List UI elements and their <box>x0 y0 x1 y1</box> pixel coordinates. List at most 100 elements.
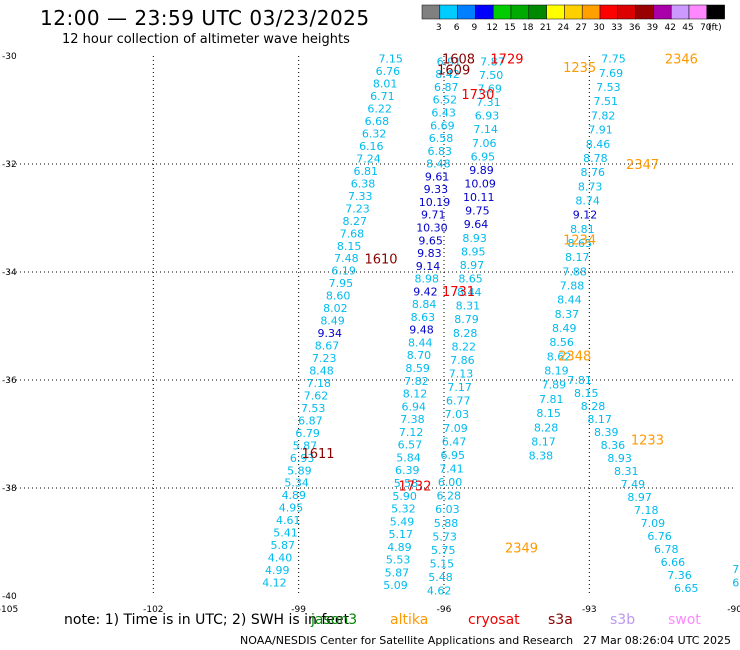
wave-height-value: 6.47 <box>442 435 467 448</box>
legend-swatch <box>492 4 512 20</box>
wave-height-value: 9.71 <box>421 209 446 222</box>
wave-height-value: 6.94 <box>401 400 426 413</box>
page-title: 12:00 — 23:59 UTC 03/23/2025 <box>40 6 370 30</box>
timestamp-text: 27 Mar 08:26:04 UTC 2025 <box>583 634 731 647</box>
wave-height-value: 5.84 <box>396 451 421 464</box>
wave-height-value: 8.59 <box>405 362 430 375</box>
wave-height-value: 7.36 <box>667 569 692 582</box>
wave-height-value: 9.48 <box>409 324 434 337</box>
pass-time-label: 1609 <box>437 64 470 79</box>
wave-height-value: 7.82 <box>404 375 429 388</box>
wave-height-value: 8.15 <box>337 240 362 253</box>
wave-height-value: 6.78 <box>654 543 679 556</box>
wave-height-value: 7.4 <box>732 563 740 576</box>
legend-label: 6 <box>454 23 460 33</box>
wave-height-value: 8.63 <box>411 311 436 324</box>
wave-height-value: 8.84 <box>412 298 437 311</box>
wave-height-value: 9.61 <box>425 170 450 183</box>
wave-height-value: 8.02 <box>323 302 348 315</box>
legend-label: 30 <box>593 23 605 33</box>
wave-height-value: 5.48 <box>428 571 453 584</box>
wave-height-value: 8.19 <box>544 365 569 378</box>
color-legend: 3 6 9 12 15 18 21 24 27 30 33 36 39 42 45 70(ft) <box>421 4 725 33</box>
wave-height-value: 7.24 <box>356 152 381 165</box>
wave-height-value: 6.28 <box>436 490 461 503</box>
sat-cryosat: cryosat <box>468 612 520 628</box>
legend-swatch <box>617 4 636 20</box>
legend-label: 39 <box>647 23 659 33</box>
wave-height-value: 7.18 <box>634 504 659 517</box>
pass-time-label: 1235 <box>563 61 596 76</box>
wave-height-value: 8.44 <box>408 336 433 349</box>
wave-height-value: 9.42 <box>413 285 438 298</box>
wave-height-value: 8.49 <box>552 322 577 335</box>
wave-height-value: 8.81 <box>570 223 595 236</box>
wave-height-value: 7.13 <box>449 367 474 380</box>
wave-height-value: 5.34 <box>284 477 309 490</box>
wave-height-value: 7.51 <box>594 95 619 108</box>
wave-height-value: 10.11 <box>463 191 495 204</box>
wave-height-value: 7.09 <box>443 422 468 435</box>
wave-height-value: 6.95 <box>471 150 496 163</box>
wave-height-value: 9.64 <box>464 218 489 231</box>
wave-height-value: 7.09 <box>641 517 666 530</box>
legend-label: 33 <box>611 23 622 33</box>
wave-height-value: 8.74 <box>575 194 600 207</box>
legend-label: 15 <box>504 23 515 33</box>
legend-label: 42 <box>664 23 675 33</box>
wave-height-value: 6.93 <box>475 110 500 123</box>
wave-height-value: 4.95 <box>279 502 304 515</box>
wave-height-value: 7.82 <box>591 109 616 122</box>
wave-height-value: 5.87 <box>293 439 318 452</box>
wave-height-value: 4.99 <box>265 564 290 577</box>
wave-height-value: 6.95 <box>441 449 466 462</box>
wave-height-value: 5.41 <box>273 527 298 540</box>
credit-text: NOAA/NESDIS Center for Satellite Applica… <box>240 634 574 647</box>
wave-height-value: 8.70 <box>407 349 432 362</box>
wave-height-value: 5.73 <box>432 530 457 543</box>
lon-tick-label: -96 <box>437 605 452 615</box>
wave-height-value: 6.43 <box>431 107 456 120</box>
wave-height-value: 6.76 <box>376 65 401 78</box>
pass-time-label: 1608 <box>442 53 475 68</box>
legend-swatch <box>688 4 708 20</box>
wave-height-value: 8.65 <box>568 237 593 250</box>
wave-height-value: 7.23 <box>345 202 370 215</box>
pass-time-label: 2348 <box>558 350 591 365</box>
wave-height-value: 4.89 <box>282 489 307 502</box>
pass-time-label: 1730 <box>461 88 494 103</box>
wave-height-value: 6.76 <box>647 530 672 543</box>
wave-height-value: 8.17 <box>565 251 590 264</box>
wave-height-value: 7.69 <box>477 83 502 96</box>
pass-time-label: 2347 <box>626 158 659 173</box>
wave-height-value: 6.91 <box>437 55 462 68</box>
legend-swatch <box>706 4 725 20</box>
wave-height-value: 8.37 <box>555 308 580 321</box>
wave-height-value: 7.48 <box>334 252 359 265</box>
legend-swatch <box>510 4 530 20</box>
wave-height-value: 5.32 <box>391 503 416 516</box>
wave-height-value: 6.66 <box>661 556 686 569</box>
wave-height-value: 6.52 <box>433 94 458 107</box>
wave-height-value: 8.28 <box>453 327 478 340</box>
wave-height-value: 7.18 <box>306 377 331 390</box>
lat-tick-label: -36 <box>2 376 17 386</box>
lat-tick-label: -30 <box>2 52 17 62</box>
wave-height-value: 10.30 <box>416 221 448 234</box>
legend-swatch <box>670 4 690 20</box>
wave-height-value: 7.87 <box>480 55 505 68</box>
wave-height-value: 8.17 <box>531 435 556 448</box>
pass-time-label: 1731 <box>442 285 475 300</box>
wave-height-value: 8.28 <box>534 421 559 434</box>
wave-height-value: 5.58 <box>394 477 419 490</box>
legend-label: 18 <box>522 23 534 33</box>
wave-height-value: 8.62 <box>547 350 572 363</box>
legend-swatch <box>653 4 672 20</box>
legend-swatch <box>439 4 458 20</box>
pass-time-label: 1233 <box>631 433 664 448</box>
wave-height-value: 9.33 <box>424 183 449 196</box>
wave-height-value: 5.09 <box>383 579 408 592</box>
lat-tick-label: -32 <box>2 160 17 170</box>
wave-height-value: 6.22 <box>367 103 392 116</box>
wave-height-value: 6.57 <box>398 439 423 452</box>
